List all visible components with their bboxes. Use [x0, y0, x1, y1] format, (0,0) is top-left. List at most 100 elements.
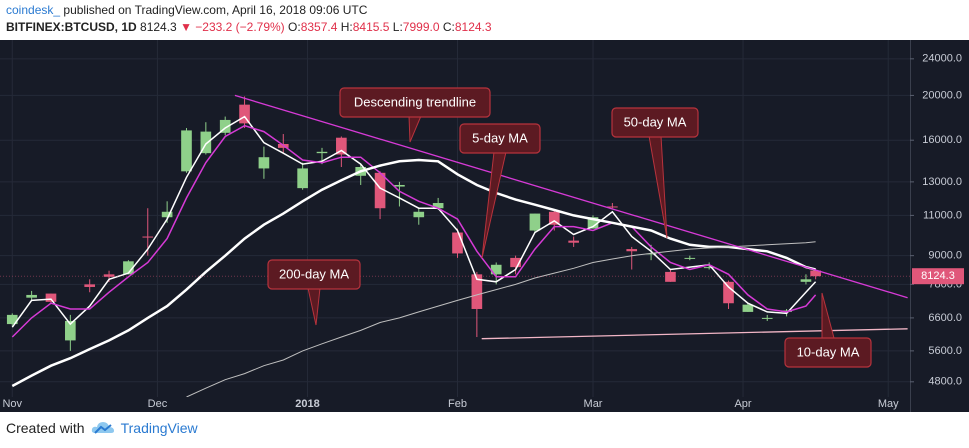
callout-label: 5-day MA: [472, 130, 528, 145]
callouts: Descending trendline 5-day MA 50-day MA 200…: [267, 87, 872, 368]
author[interactable]: coindesk_: [6, 3, 61, 17]
x-tick-label: May: [878, 398, 899, 410]
chart: 4800.05600.06600.07800.09000.011000.0130…: [0, 40, 969, 412]
x-tick-label: Feb: [448, 398, 467, 410]
header-line-2: BITFINEX:BTCUSD, 1D 8124.3 ▼ −233.2 (−2.…: [6, 19, 492, 36]
last-price-label: 8124.3: [921, 270, 955, 282]
candle-body: [490, 264, 502, 275]
axes: 4800.05600.06600.07800.09000.011000.0130…: [2, 53, 964, 410]
candle-body: [123, 261, 134, 275]
y-tick-label: 20000.0: [922, 89, 962, 101]
symbol: BITFINEX:BTCUSD, 1D: [6, 20, 137, 34]
candle-body: [587, 217, 599, 229]
candle-body: [742, 304, 754, 312]
x-tick-label: 2018: [295, 398, 319, 410]
header-line-1: coindesk_ published on TradingView.com, …: [6, 2, 492, 19]
callout: 5-day MA: [459, 123, 541, 259]
moving-average-line: [11, 115, 817, 328]
o-label: O:: [288, 20, 301, 34]
candle-body: [103, 274, 115, 277]
candle-body: [761, 317, 773, 319]
callout: 10-day MA: [784, 292, 872, 368]
x-tick-label: Mar: [584, 398, 603, 410]
published: published on TradingView.com, April 16, …: [63, 3, 368, 17]
candle-body: [471, 274, 483, 309]
trendline: [481, 328, 908, 340]
moving-average-line: [186, 241, 816, 397]
y-tick-label: 16000.0: [922, 134, 962, 146]
candle-body: [510, 257, 521, 268]
y-tick-label: 5600.0: [928, 345, 962, 357]
y-tick-label: 4800.0: [928, 376, 962, 388]
y-tick-label: 24000.0: [922, 53, 962, 65]
candle-body: [336, 137, 347, 155]
candle-body: [548, 211, 560, 225]
last-price-tag: [912, 268, 964, 285]
candle-body: [374, 172, 386, 209]
l-label: L:: [392, 20, 403, 34]
callout-box: [459, 123, 541, 154]
candle-body: [645, 253, 657, 255]
candle-body: [452, 232, 463, 254]
plot-area: [0, 94, 910, 397]
callout-label: 50-day MA: [624, 114, 687, 129]
low: 7999.0: [402, 20, 440, 34]
y-tick-label: 9000.0: [928, 250, 962, 262]
candle-body: [568, 240, 579, 243]
candle-body: [181, 130, 192, 172]
candle-body: [258, 157, 270, 169]
candle-body: [84, 284, 96, 287]
candle-body: [161, 211, 173, 218]
header: coindesk_ published on TradingView.com, …: [6, 2, 492, 36]
candle-body: [432, 203, 444, 209]
candle-body: [626, 249, 638, 252]
x-tick-label: Nov: [2, 398, 22, 410]
candle-body: [529, 213, 541, 231]
candle-body: [665, 271, 676, 282]
callout-box: [611, 107, 699, 138]
y-tick-label: 11000.0: [923, 209, 962, 221]
change: ▼ −233.2 (−2.79%): [180, 20, 285, 34]
candle-body: [297, 168, 308, 189]
brand[interactable]: TradingView: [120, 420, 198, 436]
candle-body: [219, 119, 231, 133]
callout-label: 10-day MA: [797, 344, 860, 359]
callout: 200-day MA: [267, 259, 361, 326]
trendline: [234, 94, 908, 299]
candle-body: [6, 314, 18, 325]
created-with: Created with: [6, 420, 85, 436]
y-tick-label: 6600.0: [928, 312, 962, 324]
candle-body: [723, 281, 734, 304]
candle-body: [413, 211, 425, 218]
x-tick-label: Apr: [734, 398, 751, 410]
moving-average-line: [11, 124, 817, 338]
candle-body: [810, 270, 821, 277]
candle-body: [142, 236, 154, 238]
moving-average-line: [11, 158, 816, 388]
callout: Descending trendline: [339, 87, 491, 143]
high: 8415.5: [352, 20, 390, 34]
candle-body: [26, 294, 37, 298]
candle-body: [65, 320, 76, 341]
candle-body: [45, 293, 57, 302]
candle-body: [239, 104, 250, 124]
x-tick-label: Dec: [148, 398, 168, 410]
footer: Created with TradingView: [6, 420, 198, 436]
candle-body: [703, 267, 715, 269]
callout-label: Descending trendline: [354, 94, 476, 109]
candle-body: [200, 131, 212, 154]
c-label: C:: [442, 20, 455, 34]
last: 8124.3: [140, 20, 177, 34]
candle-body: [684, 257, 696, 259]
y-tick-label: 13000.0: [922, 176, 962, 188]
candle-body: [394, 184, 405, 187]
callout: 50-day MA: [611, 107, 699, 239]
h-label: H:: [340, 20, 353, 34]
callout-box: [784, 337, 872, 368]
callout-box: [267, 259, 361, 290]
callout-label: 200-day MA: [279, 266, 349, 281]
close: 8124.3: [454, 20, 492, 34]
logo: [91, 422, 114, 434]
candle-body: [316, 151, 328, 154]
